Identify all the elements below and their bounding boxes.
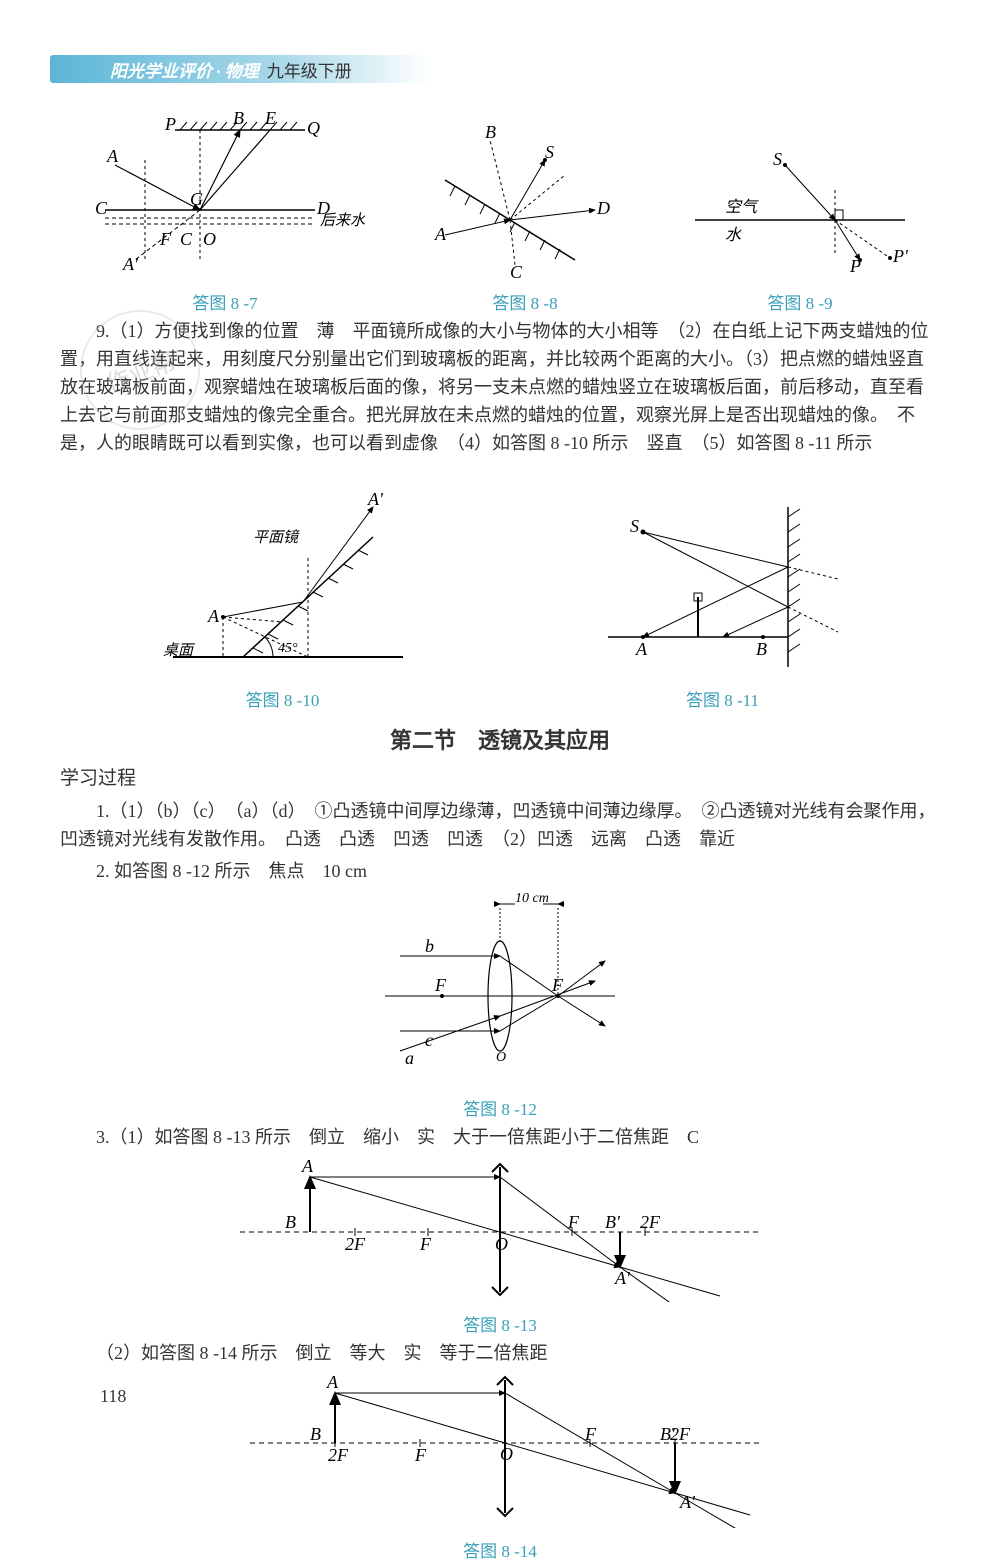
fig89-label: 答图 8 -9	[685, 289, 915, 314]
fig811-svg: S A B	[588, 497, 858, 677]
q9-text: 9.（1）方便找到像的位置 薄 平面镜所成像的大小与物体的大小相等 （2）在白纸…	[60, 318, 940, 457]
svg-text:F: F	[414, 1445, 427, 1465]
svg-text:B': B'	[660, 1424, 676, 1444]
svg-text:B: B	[485, 122, 496, 142]
header-title-plain: 九年级下册	[267, 57, 352, 82]
fig814-label: 答图 8 -14	[60, 1537, 940, 1562]
svg-text:A: A	[301, 1156, 314, 1176]
svg-text:A: A	[434, 224, 447, 244]
svg-text:F: F	[419, 1234, 432, 1254]
fig89-svg: 空气 水 S P P'	[685, 140, 915, 280]
svg-text:P: P	[849, 256, 861, 276]
svg-text:P: P	[164, 114, 176, 134]
svg-text:2F: 2F	[328, 1445, 349, 1465]
svg-text:F: F	[159, 229, 172, 249]
svg-text:A: A	[207, 606, 220, 626]
fig810-svg: 桌面 平面镜 45° A A'	[143, 487, 423, 677]
svg-text:C: C	[510, 262, 523, 280]
svg-text:B': B'	[605, 1212, 621, 1232]
svg-text:O: O	[496, 1050, 506, 1065]
figure-8-7: P B E Q C D 后来水位 A A' F C O G	[85, 110, 365, 314]
study-heading: 学习过程	[60, 763, 940, 790]
svg-text:A: A	[326, 1372, 339, 1392]
svg-text:平面镜: 平面镜	[253, 529, 300, 546]
figure-8-13: O A B 2F F F 2F B' A' 答图 8 -13	[60, 1152, 940, 1336]
svg-text:P': P'	[892, 246, 909, 266]
svg-text:Q: Q	[307, 118, 320, 138]
svg-text:O: O	[500, 1444, 513, 1464]
figure-8-9: 空气 水 S P P' 答图 8 -9	[685, 140, 915, 314]
q1-text: 1.（1）（b）（c） （a）（d） ①凸透镜中间厚边缘薄，凹透镜中间薄边缘厚。…	[60, 798, 940, 854]
figure-8-12: O F F 10 cm b c a 答图 8 -12	[60, 886, 940, 1120]
fig87-label: 答图 8 -7	[85, 289, 365, 314]
fig87-svg: P B E Q C D 后来水位 A A' F C O G	[85, 110, 365, 280]
svg-text:G: G	[190, 189, 203, 209]
page-number: 118	[100, 1386, 126, 1407]
svg-text:B: B	[310, 1424, 321, 1444]
svg-text:空气: 空气	[725, 198, 759, 216]
figure-8-14: O A B 2F F F 2F B' A' 答图 8 -14	[60, 1368, 940, 1562]
svg-text:B: B	[285, 1212, 296, 1232]
fig811-label: 答图 8 -11	[588, 686, 858, 711]
svg-text:a: a	[405, 1048, 414, 1068]
figure-row-2: 桌面 平面镜 45° A A' 答图 8 -10	[60, 487, 940, 711]
svg-text:S: S	[773, 149, 782, 169]
svg-text:A': A'	[614, 1268, 631, 1288]
figure-8-11: S A B 答图 8 -11	[588, 497, 858, 711]
svg-text:水: 水	[725, 226, 742, 244]
svg-text:C: C	[95, 198, 108, 218]
svg-text:E: E	[264, 110, 276, 128]
q3-2-text: （2）如答图 8 -14 所示 倒立 等大 实 等于二倍焦距	[60, 1340, 940, 1368]
fig88-label: 答图 8 -8	[415, 289, 635, 314]
svg-text:2F: 2F	[640, 1212, 661, 1232]
svg-text:A: A	[635, 639, 648, 659]
fig812-svg: O F F 10 cm b c a	[370, 886, 630, 1086]
svg-text:O: O	[203, 229, 216, 249]
fig812-label: 答图 8 -12	[60, 1095, 940, 1120]
svg-text:C: C	[180, 229, 193, 249]
page-header: 阳光学业评价 · 物理 九年级下册	[50, 55, 430, 83]
section-2-title: 第二节 透镜及其应用	[60, 723, 940, 755]
svg-text:桌面: 桌面	[163, 642, 196, 659]
svg-text:45°: 45°	[278, 641, 298, 656]
svg-text:A: A	[106, 146, 119, 166]
svg-text:B: B	[756, 639, 767, 659]
svg-text:A': A'	[679, 1492, 696, 1512]
svg-text:b: b	[425, 936, 434, 956]
svg-text:O: O	[495, 1234, 508, 1254]
svg-text:F: F	[434, 975, 447, 995]
svg-text:后来水位: 后来水位	[320, 212, 365, 229]
fig814-svg: O A B 2F F F 2F B' A'	[220, 1368, 780, 1528]
fig88-svg: B A S D C	[415, 120, 635, 280]
figure-8-8: B A S D C 答图 8 -8	[415, 120, 635, 314]
fig813-svg: O A B 2F F F 2F B' A'	[220, 1152, 780, 1302]
svg-text:A': A'	[367, 489, 384, 509]
svg-text:S: S	[630, 516, 639, 536]
q3-1-text: 3.（1）如答图 8 -13 所示 倒立 缩小 实 大于一倍焦距小于二倍焦距 C	[60, 1124, 940, 1152]
header-title-colored: 阳光学业评价 · 物理	[110, 57, 259, 82]
svg-text:2F: 2F	[345, 1234, 366, 1254]
q2-text: 2. 如答图 8 -12 所示 焦点 10 cm	[60, 858, 940, 886]
figure-8-10: 桌面 平面镜 45° A A' 答图 8 -10	[143, 487, 423, 711]
svg-text:D: D	[596, 198, 610, 218]
svg-text:10 cm: 10 cm	[515, 891, 549, 906]
svg-text:B: B	[233, 110, 244, 128]
svg-text:A': A'	[122, 254, 139, 274]
figure-row-1: P B E Q C D 后来水位 A A' F C O G	[60, 110, 940, 314]
fig810-label: 答图 8 -10	[143, 686, 423, 711]
fig813-label: 答图 8 -13	[60, 1311, 940, 1336]
